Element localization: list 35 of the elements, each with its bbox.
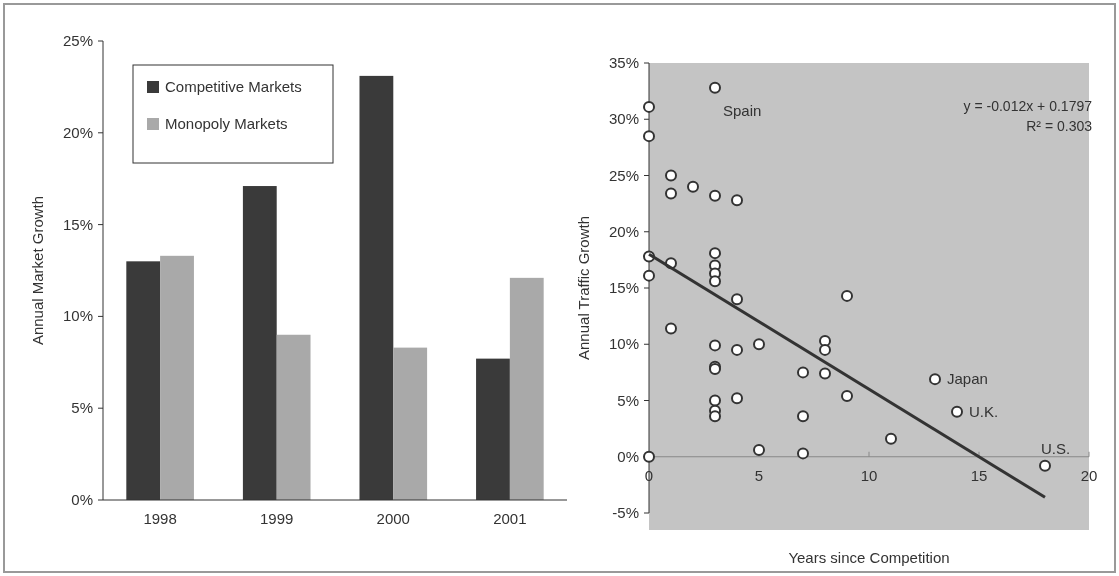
y-tick-label: 15%: [608, 279, 639, 296]
x-tick-label: 2001: [493, 510, 527, 527]
annotation: y = -0.012x + 0.1797: [963, 98, 1093, 114]
x-tick-label: 10: [860, 466, 878, 484]
y-tick-label: 20%: [62, 123, 93, 141]
y-tick-label: 0%: [617, 447, 639, 465]
x-tick-label: 0: [644, 466, 654, 484]
annotation: U.K.: [969, 402, 999, 420]
y-axis-title: Annual Market Growth: [29, 195, 46, 346]
y-tick-label: 20%: [608, 222, 639, 240]
x-tick-label: 15: [970, 466, 988, 484]
y-tick-label: 15%: [62, 215, 93, 233]
x-tick-label: 2000: [376, 510, 410, 527]
annotation: Japan: [947, 370, 988, 388]
y-tick-label: 25%: [608, 166, 639, 184]
annotation: R² = 0.303: [1026, 118, 1093, 134]
y-tick-label: 0%: [71, 491, 93, 508]
x-tick-label: 1999: [260, 510, 294, 527]
y-axis-title: Annual Traffic Growth: [575, 216, 592, 360]
y-tick-label: 10%: [62, 307, 93, 325]
y-tick-label: 35%: [608, 54, 639, 71]
legend-label: Competitive Markets: [165, 78, 302, 95]
y-tick-label: 10%: [608, 335, 639, 353]
x-tick-label: 5: [754, 466, 764, 484]
y-tick-label: -5%: [612, 504, 639, 521]
x-tick-label: 1998: [143, 510, 177, 527]
x-axis-title: Years since Competition: [788, 549, 950, 566]
legend-label: Monopoly Markets: [165, 115, 288, 132]
y-tick-label: 5%: [617, 391, 639, 409]
annotation: U.S.: [1041, 439, 1071, 457]
y-tick-label: 30%: [608, 110, 639, 128]
x-tick-label: 20: [1080, 466, 1098, 484]
y-tick-label: 5%: [71, 399, 93, 417]
y-tick-label: 25%: [62, 32, 93, 49]
annotation: Spain: [723, 101, 762, 119]
